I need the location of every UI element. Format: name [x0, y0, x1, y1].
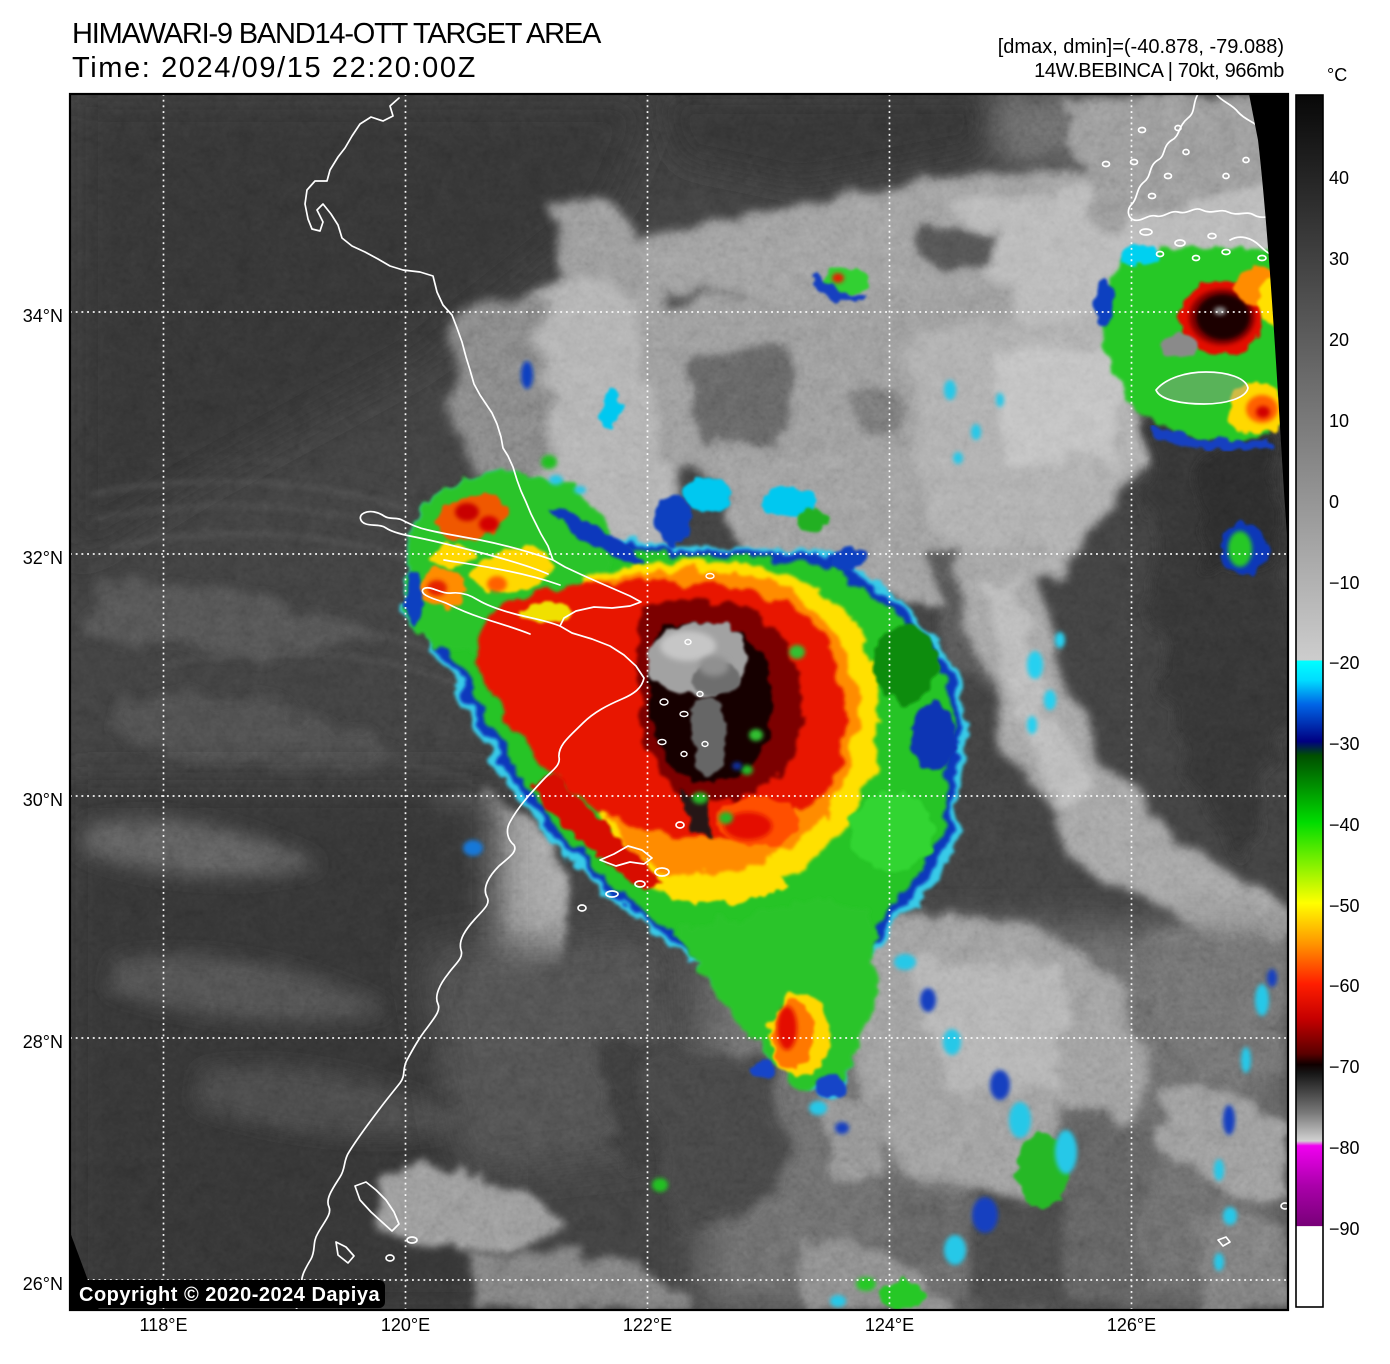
svg-text:HIMAWARI-9 BAND14-OTT TARGET A: HIMAWARI-9 BAND14-OTT TARGET AREA [72, 18, 602, 50]
svg-text:30: 30 [1329, 249, 1349, 269]
svg-text:124°E: 124°E [865, 1315, 914, 1335]
svg-text:−90: −90 [1329, 1219, 1360, 1239]
svg-text:120°E: 120°E [381, 1315, 430, 1335]
svg-text:30°N: 30°N [23, 790, 63, 810]
svg-text:−30: −30 [1329, 734, 1360, 754]
svg-text:0: 0 [1329, 492, 1339, 512]
svg-text:Time: 2024/09/15 22:20:00Z: Time: 2024/09/15 22:20:00Z [72, 52, 477, 84]
svg-text:−50: −50 [1329, 896, 1360, 916]
svg-text:26°N: 26°N [23, 1274, 63, 1294]
svg-text:10: 10 [1329, 411, 1349, 431]
svg-text:126°E: 126°E [1107, 1315, 1156, 1335]
svg-text:°C: °C [1327, 65, 1347, 85]
svg-text:122°E: 122°E [623, 1315, 672, 1335]
svg-text:34°N: 34°N [23, 306, 63, 326]
svg-text:[dmax, dmin]=(-40.878, -79.088: [dmax, dmin]=(-40.878, -79.088) [998, 36, 1284, 58]
svg-text:14W.BEBINCA | 70kt, 966mb: 14W.BEBINCA | 70kt, 966mb [1034, 60, 1284, 82]
svg-text:Copyright © 2020-2024 Dapiya: Copyright © 2020-2024 Dapiya [79, 1284, 380, 1306]
svg-text:−80: −80 [1329, 1138, 1360, 1158]
svg-text:118°E: 118°E [140, 1315, 188, 1335]
svg-text:−70: −70 [1329, 1057, 1360, 1077]
svg-text:28°N: 28°N [23, 1032, 63, 1052]
svg-text:−40: −40 [1329, 815, 1360, 835]
svg-text:40: 40 [1329, 168, 1349, 188]
svg-text:−10: −10 [1329, 573, 1360, 593]
svg-text:32°N: 32°N [23, 548, 63, 568]
svg-text:−20: −20 [1329, 653, 1360, 673]
svg-text:−60: −60 [1329, 976, 1360, 996]
svg-text:20: 20 [1329, 330, 1349, 350]
